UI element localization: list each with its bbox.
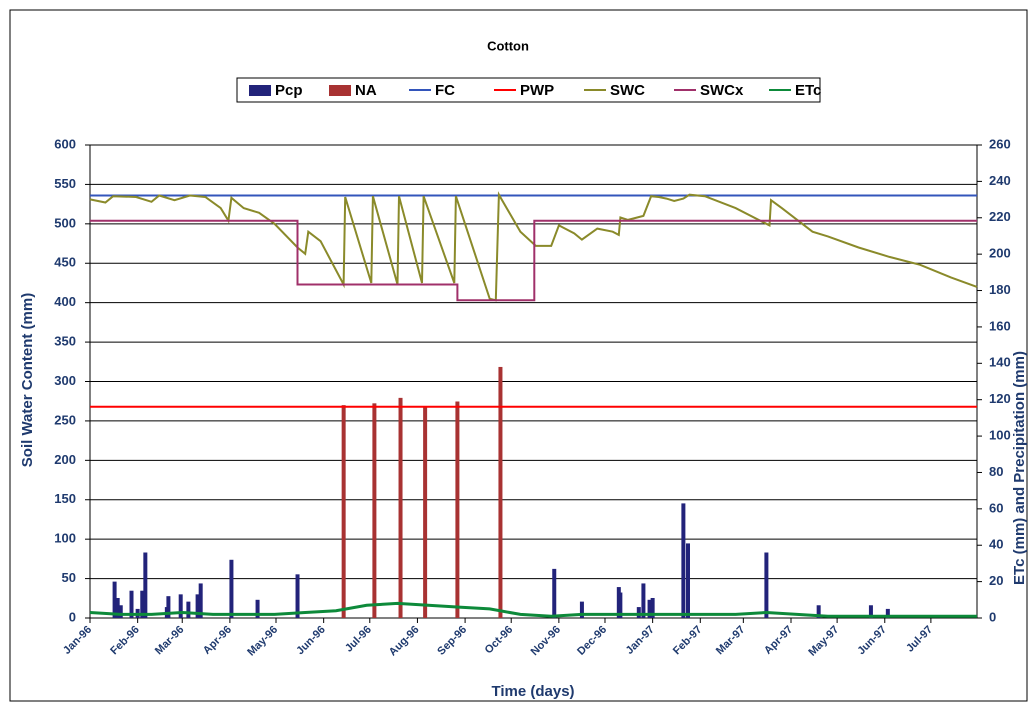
bar bbox=[681, 503, 686, 618]
bar bbox=[143, 552, 148, 618]
bar bbox=[764, 552, 769, 618]
y-tick-label: 100 bbox=[54, 531, 76, 546]
y-tick-label: 200 bbox=[54, 452, 76, 467]
legend-label: ETc bbox=[795, 82, 821, 99]
y-tick-label: 600 bbox=[54, 136, 76, 151]
chart-frame bbox=[9, 9, 1028, 702]
bar bbox=[398, 397, 403, 618]
legend-label: PWP bbox=[520, 82, 554, 99]
bar bbox=[341, 405, 346, 618]
y2-tick-label: 120 bbox=[989, 391, 1011, 406]
plot-frame bbox=[89, 144, 978, 619]
bar bbox=[423, 406, 428, 618]
bar bbox=[885, 608, 890, 618]
y2-tick-label: 60 bbox=[989, 500, 1003, 515]
legend-label: SWCx bbox=[700, 82, 744, 99]
y2-tick-label: 220 bbox=[989, 209, 1011, 224]
y2-tick-label: 40 bbox=[989, 537, 1003, 552]
legend-swatch bbox=[249, 85, 271, 96]
bar bbox=[118, 605, 123, 618]
y2-tick-label: 180 bbox=[989, 282, 1011, 297]
bar bbox=[372, 403, 377, 618]
y-tick-label: 450 bbox=[54, 255, 76, 270]
legend-label: SWC bbox=[610, 82, 645, 99]
line bbox=[90, 219, 977, 302]
x-axis-title: Time (days) bbox=[491, 683, 574, 700]
y-tick-label: 50 bbox=[62, 570, 76, 585]
y2-axis-title: ETc (mm) and Precipitation (mm) bbox=[1011, 351, 1028, 585]
bar bbox=[129, 590, 134, 618]
legend-label: FC bbox=[435, 82, 455, 99]
bar bbox=[579, 601, 584, 618]
y-tick-label: 150 bbox=[54, 491, 76, 506]
y-tick-label: 350 bbox=[54, 334, 76, 349]
line bbox=[89, 601, 977, 618]
legend-label: Pcp bbox=[275, 82, 303, 99]
y2-tick-label: 260 bbox=[989, 136, 1011, 151]
bar bbox=[255, 599, 260, 618]
bar bbox=[816, 605, 821, 618]
y-tick-label: 300 bbox=[54, 373, 76, 388]
y2-tick-label: 200 bbox=[989, 246, 1011, 261]
bar bbox=[498, 366, 503, 618]
y2-tick-label: 160 bbox=[989, 318, 1011, 333]
bar bbox=[140, 590, 145, 618]
y-tick-label: 250 bbox=[54, 412, 76, 427]
bar bbox=[178, 594, 183, 618]
bar bbox=[195, 594, 200, 618]
bar bbox=[198, 583, 203, 618]
y-tick-label: 550 bbox=[54, 176, 76, 191]
line bbox=[89, 191, 978, 302]
bar bbox=[650, 597, 655, 618]
legend-label: NA bbox=[355, 82, 377, 99]
bar bbox=[552, 568, 557, 618]
legend-swatch bbox=[329, 85, 351, 96]
bar bbox=[186, 601, 191, 618]
y-axis-title: Soil Water Content (mm) bbox=[19, 293, 36, 467]
y2-tick-label: 100 bbox=[989, 428, 1011, 443]
bar bbox=[636, 607, 641, 618]
bar bbox=[641, 583, 646, 618]
chart-title: Cotton bbox=[487, 38, 529, 53]
bar bbox=[647, 599, 652, 618]
y2-tick-label: 20 bbox=[989, 573, 1003, 588]
bar bbox=[112, 581, 117, 618]
y2-tick-label: 80 bbox=[989, 464, 1003, 479]
bar bbox=[455, 401, 460, 618]
bar bbox=[115, 597, 120, 618]
bar bbox=[229, 559, 234, 618]
y2-tick-label: 0 bbox=[989, 609, 996, 624]
y-tick-label: 500 bbox=[54, 215, 76, 230]
y-tick-label: 400 bbox=[54, 294, 76, 309]
bar bbox=[618, 592, 623, 618]
bar bbox=[868, 605, 873, 618]
y-tick-label: 0 bbox=[69, 609, 76, 624]
bar bbox=[295, 574, 300, 618]
bar bbox=[685, 543, 690, 618]
y2-tick-label: 240 bbox=[989, 173, 1011, 188]
bar bbox=[166, 596, 171, 618]
y2-tick-label: 140 bbox=[989, 355, 1011, 370]
